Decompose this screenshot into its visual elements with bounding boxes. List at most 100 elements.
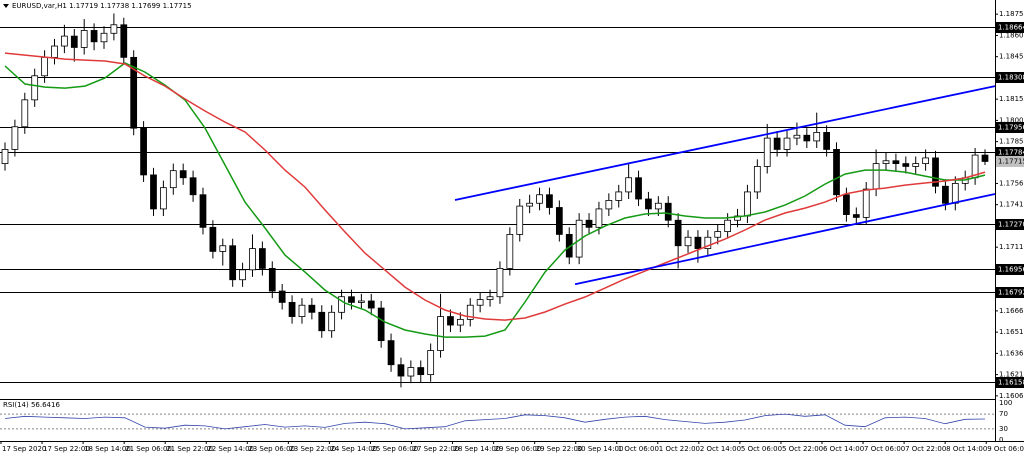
candle-body: [506, 234, 514, 269]
candle-body: [377, 307, 385, 342]
candle-body: [526, 202, 534, 207]
candle-body: [793, 134, 801, 139]
current-price-label: 1.17715: [998, 157, 1024, 165]
rsi-label: RSI(14) 56.6416: [3, 401, 60, 409]
candle-body: [635, 177, 642, 200]
candle-body: [951, 183, 959, 204]
candle-body: [31, 75, 39, 101]
candle-body: [902, 163, 910, 167]
trendline: [574, 193, 996, 286]
level-label: 1.18664: [998, 24, 1024, 32]
level-label: 1.17784: [998, 149, 1024, 157]
x-tick-label: 23 Sep 22:00: [289, 445, 336, 453]
candle-body: [852, 214, 860, 218]
x-tick-label: 17 Sep 2020: [2, 445, 46, 453]
candle-body: [783, 137, 791, 150]
moving-average: [4, 52, 986, 321]
candle-body: [546, 194, 553, 208]
candle-body: [130, 56, 138, 129]
candle-body: [555, 207, 563, 235]
x-tick-label: 5 Oct 22:00: [782, 445, 823, 453]
candle-body: [843, 194, 850, 215]
rsi-tick-label: 30: [999, 425, 1008, 433]
candle-body: [308, 304, 316, 313]
candle-body: [179, 170, 187, 179]
candle-body: [268, 268, 276, 292]
rsi-tick-label: 0: [999, 436, 1003, 444]
candle-body: [120, 24, 128, 58]
candle-body: [70, 35, 78, 48]
x-tick-label: 1 Oct 22:00: [659, 445, 700, 453]
candle-body: [110, 24, 118, 34]
candle-body: [892, 160, 900, 164]
candle-body: [942, 185, 949, 204]
x-tick-label: 7 Oct 06:00: [864, 445, 905, 453]
y-tick-label: 1.16210: [999, 371, 1024, 379]
level-label: 1.18308: [998, 74, 1024, 82]
candle-body: [199, 194, 207, 228]
candle-body: [348, 296, 355, 303]
candle-body: [912, 163, 920, 167]
candle-body: [298, 304, 306, 317]
candle-body: [753, 166, 761, 193]
candle-body: [605, 200, 613, 210]
x-tick-label: 1 Oct 06:00: [618, 445, 659, 453]
y-tick-label: 1.16360: [999, 349, 1024, 357]
candle-body: [318, 311, 326, 332]
candle-body: [1, 149, 9, 164]
candle-body: [714, 231, 722, 238]
candle-body: [654, 202, 662, 210]
level-tag: [996, 264, 1024, 275]
candle-body: [585, 219, 593, 228]
level-tag: [996, 122, 1024, 133]
candle-body: [516, 205, 524, 235]
candle-body: [437, 316, 444, 351]
candle-body: [150, 174, 157, 210]
candle-body: [872, 163, 880, 190]
x-tick-label: 21 Sep 06:00: [125, 445, 172, 453]
candle-body: [813, 132, 821, 142]
x-tick-label: 24 Sep 14:00: [330, 445, 377, 453]
candle-body: [773, 137, 781, 150]
y-tick-label: 1.18605: [999, 31, 1024, 39]
candle-body: [219, 245, 227, 252]
candle-body: [684, 236, 692, 247]
candle-body: [357, 300, 365, 303]
candle-body: [169, 170, 177, 189]
candle-body: [823, 132, 830, 150]
candle-body: [704, 236, 712, 249]
x-tick-label: 18 Sep 14:00: [84, 445, 131, 453]
candle-body: [229, 245, 237, 281]
candle-body: [932, 157, 939, 187]
candle-body: [140, 127, 147, 176]
y-tick-label: 1.16660: [999, 307, 1024, 315]
y-tick-label: 1.17855: [999, 138, 1024, 146]
x-tick-label: 30 Sep 14:00: [577, 445, 624, 453]
candle-body: [486, 296, 494, 300]
candle-body: [447, 316, 454, 326]
candle-body: [694, 236, 702, 249]
candle-body: [803, 134, 811, 142]
candle-body: [456, 318, 464, 326]
candle-body: [427, 350, 435, 376]
candle-body: [615, 191, 623, 201]
candle-body: [259, 248, 266, 269]
y-tick-label: 1.16510: [999, 328, 1024, 336]
level-label: 1.17270: [998, 221, 1024, 229]
current-price-tag: [996, 155, 1024, 167]
x-tick-label: 25 Sep 06:00: [371, 445, 418, 453]
x-tick-label: 22 Sep 14:00: [207, 445, 254, 453]
x-tick-label: 2 Oct 14:00: [700, 445, 741, 453]
level-tag: [996, 22, 1024, 33]
candle-body: [407, 367, 415, 377]
candle-body: [160, 187, 167, 210]
level-tag: [996, 377, 1024, 388]
candle-body: [476, 299, 484, 306]
x-tick-label: 21 Sep 22:00: [166, 445, 213, 453]
candle-body: [862, 188, 870, 218]
level-tag: [996, 147, 1024, 158]
candle-body: [744, 191, 751, 217]
chart-header: EURUSD,var,H1 1.17719 1.17738 1.17699 1.…: [12, 2, 192, 10]
